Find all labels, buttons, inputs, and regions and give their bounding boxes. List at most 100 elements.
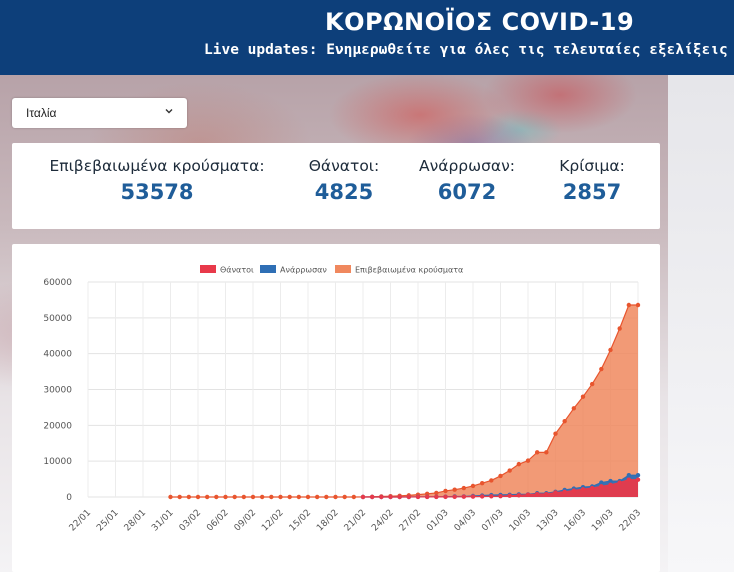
data-point [635, 477, 641, 482]
data-point [204, 494, 210, 500]
x-tick-label: 27/02 [398, 508, 423, 533]
data-point [223, 494, 228, 500]
data-point [415, 494, 421, 500]
data-point [553, 490, 558, 495]
data-point [232, 494, 237, 500]
data-point [470, 494, 476, 499]
stat-label: Κρίσιμα: [559, 157, 625, 175]
data-point [360, 494, 366, 500]
x-tick-label: 25/01 [95, 508, 120, 533]
data-point [507, 493, 512, 498]
x-tick-label: 28/01 [123, 508, 148, 533]
data-point [589, 381, 595, 387]
data-point [379, 494, 384, 500]
data-point [214, 494, 219, 500]
country-select[interactable]: Ιταλία [12, 98, 187, 128]
data-point [296, 494, 302, 500]
data-point [599, 484, 604, 489]
data-point [195, 494, 201, 500]
x-tick-label: 21/02 [343, 508, 368, 533]
x-tick-label: 24/02 [370, 508, 395, 533]
data-point [443, 488, 448, 494]
data-point [626, 473, 632, 478]
y-tick-label: 20000 [43, 421, 72, 431]
x-tick-label: 18/02 [315, 508, 340, 533]
x-tick-label: 22/01 [68, 508, 93, 533]
data-point [608, 482, 613, 487]
data-point [608, 478, 613, 484]
data-point [544, 491, 549, 497]
cases-chart: 0 10000 20000 30000 40000 50000 60000 22/01 25/0… [43, 265, 643, 534]
series-area [363, 479, 638, 497]
legend-swatch [260, 265, 276, 273]
y-tick-label: 10000 [43, 457, 72, 467]
stat-label: Επιβεβαιωμένα κρούσματα: [49, 157, 265, 175]
data-point [406, 494, 412, 500]
stat-value: 2857 [562, 180, 622, 204]
data-point [259, 494, 265, 500]
data-point [305, 494, 311, 500]
right-margin [668, 75, 734, 572]
data-point [553, 431, 558, 436]
x-tick-label: 19/03 [590, 508, 615, 533]
data-point [443, 494, 448, 500]
x-tick-label: 15/02 [288, 508, 313, 533]
data-point [562, 489, 567, 495]
data-point [599, 366, 604, 372]
stat-value: 6072 [437, 180, 497, 204]
stat-label: Θάνατοι: [308, 157, 380, 175]
data-point [479, 480, 485, 486]
x-tick-label: 03/02 [178, 508, 203, 533]
x-tick-label: 06/02 [205, 508, 230, 533]
series-area [170, 305, 638, 497]
data-point [434, 490, 439, 496]
data-point [516, 493, 522, 498]
data-point [479, 494, 485, 499]
data-point [635, 473, 641, 478]
data-point [351, 494, 357, 500]
data-point [626, 477, 632, 482]
data-point [544, 450, 549, 455]
data-point [452, 494, 457, 500]
data-point [333, 494, 338, 500]
data-point [388, 494, 393, 500]
stat-deaths: Θάνατοι: 4825 [294, 157, 394, 204]
data-point [434, 494, 439, 500]
stat-value: 4825 [314, 180, 374, 204]
y-tick-label: 0 [66, 493, 72, 503]
stat-confirmed: Επιβεβαιωμένα κρούσματα: 53578 [42, 157, 272, 204]
data-point [424, 491, 430, 497]
legend-swatch [335, 265, 351, 273]
data-point [342, 494, 347, 500]
data-point [461, 485, 467, 491]
data-point [580, 487, 586, 492]
data-point [626, 302, 632, 308]
data-point [498, 493, 503, 499]
data-point [424, 494, 430, 500]
x-tick-label: 10/03 [508, 508, 533, 533]
series-line [170, 304, 638, 498]
data-point [250, 494, 256, 500]
y-tick-label: 40000 [43, 350, 72, 360]
data-point [314, 494, 320, 500]
data-point [562, 418, 567, 424]
data-point [608, 347, 613, 353]
data-point [397, 494, 402, 500]
data-point [452, 487, 457, 492]
data-point [617, 480, 622, 485]
data-point [599, 480, 604, 485]
data-point [369, 494, 375, 500]
site-header: ΚΟΡΩΝΟΪΟΣ COVID-19 Live updates: Ενημερω… [0, 0, 734, 75]
page-title: ΚΟΡΩΝΟΪΟΣ COVID-19 [325, 8, 635, 36]
data-point [241, 494, 247, 500]
legend-swatch [200, 265, 216, 273]
data-point [617, 326, 622, 331]
data-point [287, 494, 292, 500]
y-tick-label: 60000 [43, 278, 72, 288]
data-point [525, 492, 531, 497]
x-tick-label: 12/02 [260, 508, 285, 533]
data-point [635, 302, 641, 308]
data-point [580, 394, 586, 399]
stat-value: 53578 [120, 180, 194, 204]
stats-panel: Επιβεβαιωμένα κρούσματα: 53578 Θάνατοι: … [12, 143, 660, 229]
